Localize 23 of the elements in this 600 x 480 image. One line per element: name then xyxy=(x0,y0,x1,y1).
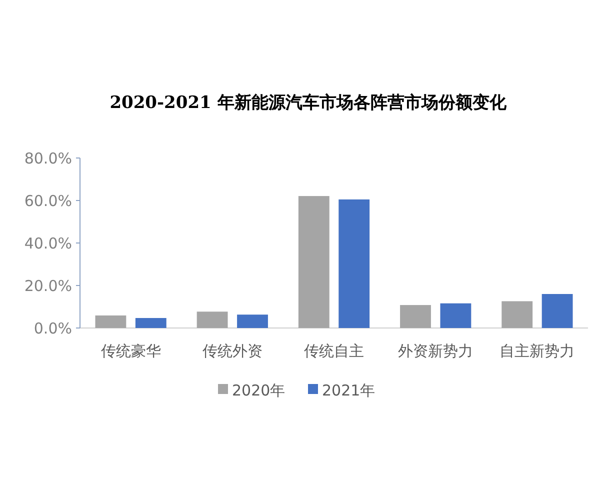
y-tick-label: 0.0% xyxy=(34,319,72,338)
x-tick-label: 传统自主 xyxy=(304,342,364,360)
bar xyxy=(237,314,268,328)
x-tick-label: 自主新势力 xyxy=(500,342,575,360)
legend-label: 2020年 xyxy=(232,381,286,400)
bar xyxy=(135,318,166,328)
bar xyxy=(502,301,533,328)
legend-label: 2021年 xyxy=(322,381,376,400)
bar xyxy=(298,196,330,328)
x-tick-label: 传统豪华 xyxy=(100,342,161,360)
bar xyxy=(196,312,228,328)
bar xyxy=(440,303,472,328)
y-tick-label: 80.0% xyxy=(24,149,72,168)
bar xyxy=(542,294,573,328)
x-tick-label: 外资新势力 xyxy=(398,342,474,360)
y-tick-label: 60.0% xyxy=(24,192,72,210)
y-tick-label: 40.0% xyxy=(24,234,72,252)
x-tick-label: 传统外资 xyxy=(202,342,262,360)
chart-title: 2020-2021 年新能源汽车市场各阵营市场份额变化 xyxy=(110,93,508,113)
bar xyxy=(95,315,126,328)
bar xyxy=(338,199,370,328)
y-tick-label: 20.0% xyxy=(24,276,72,295)
bar xyxy=(400,305,431,328)
